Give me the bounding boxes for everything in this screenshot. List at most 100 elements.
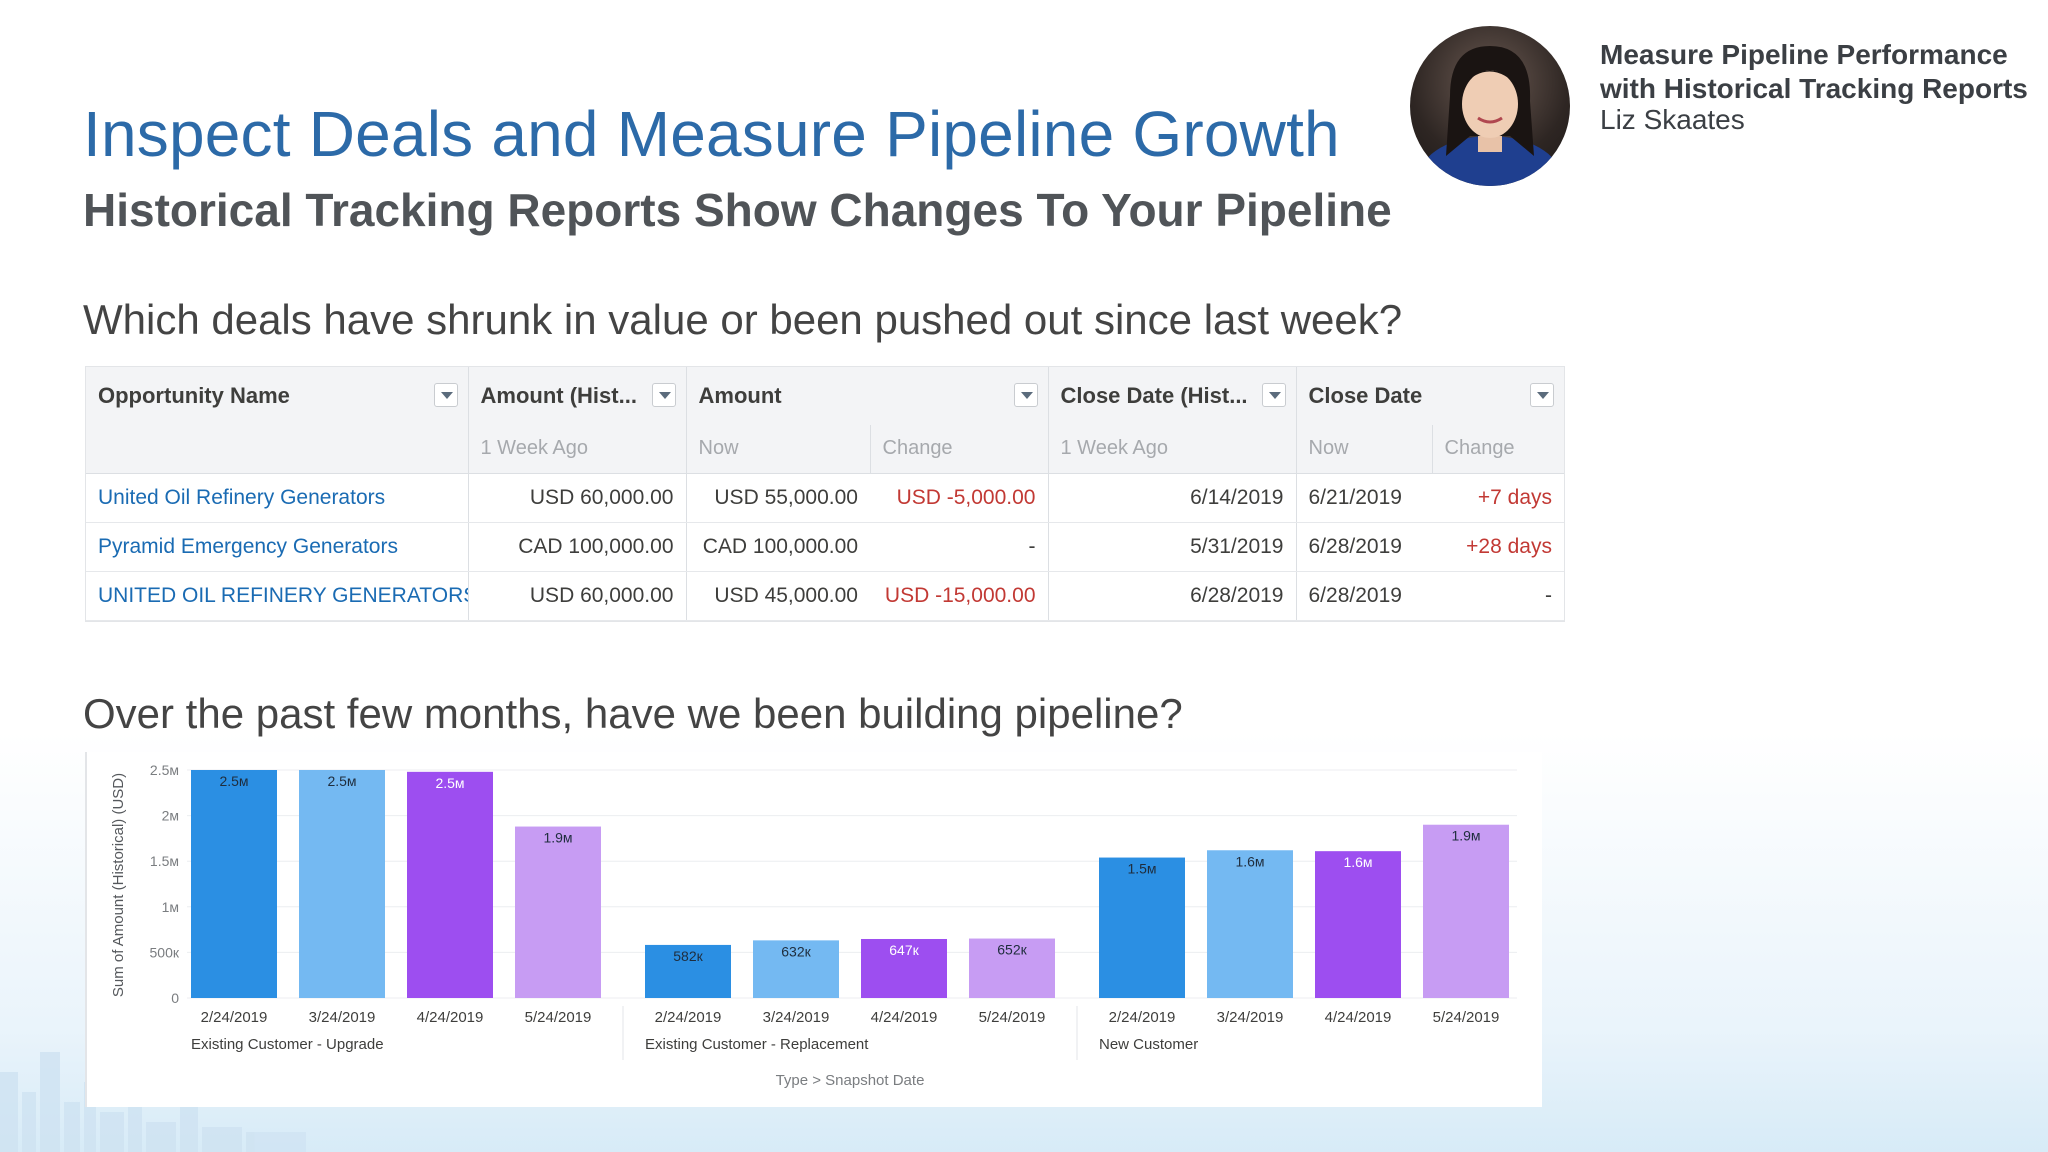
column-label: Amount (Hist... <box>480 383 637 408</box>
subheader-now: Now <box>685 425 870 474</box>
speaker-avatar <box>1410 26 1570 186</box>
table-row: United Oil Refinery Generators USD 60,00… <box>86 473 1564 523</box>
x-tick-label: 5/24/2019 <box>979 1009 1046 1026</box>
bar <box>299 770 385 998</box>
subheader-now: Now <box>1295 425 1432 474</box>
close-date-change-cell: +28 days <box>1432 522 1564 572</box>
y-tick-label: 1м <box>162 899 179 915</box>
bar-data-label: 2.5м <box>219 773 248 789</box>
page-subtitle: Historical Tracking Reports Show Changes… <box>83 184 1392 236</box>
y-tick-label: 1.5м <box>150 853 179 869</box>
bar <box>1315 851 1401 998</box>
bar <box>1099 857 1185 998</box>
bar <box>753 940 839 998</box>
historical-tracking-report-table: Opportunity Name Amount (Hist... Amount … <box>85 366 1565 622</box>
x-tick-label: 4/24/2019 <box>1325 1009 1392 1026</box>
x-tick-label: 2/24/2019 <box>655 1009 722 1026</box>
subheader-change: Change <box>869 425 1048 474</box>
close-date-now-cell: 6/28/2019 <box>1295 571 1432 621</box>
amount-now-cell: USD 45,000.00 <box>685 571 870 621</box>
close-date-historical-cell: 6/28/2019 <box>1047 571 1296 621</box>
close-date-change-cell: - <box>1432 571 1564 621</box>
y-tick-label: 2.5м <box>150 762 179 778</box>
bar <box>515 826 601 998</box>
subheader-change: Change <box>1431 425 1564 474</box>
column-menu-dropdown-icon[interactable] <box>651 383 676 407</box>
column-label: Amount <box>698 383 782 408</box>
amount-now-cell: CAD 100,000.00 <box>685 522 870 572</box>
bar-data-label: 582к <box>673 948 703 964</box>
bar <box>1423 824 1509 998</box>
bar-data-label: 647к <box>889 942 919 958</box>
speaker-name: Liz Skaates <box>1600 104 1745 135</box>
amount-change-cell: USD -5,000.00 <box>870 473 1048 523</box>
amount-now-cell: USD 55,000.00 <box>685 473 870 523</box>
bar-data-label: 1.6м <box>1343 854 1372 870</box>
bar <box>191 770 277 998</box>
column-menu-dropdown-icon[interactable] <box>1530 383 1554 407</box>
close-date-now-cell: 6/21/2019 <box>1295 473 1432 523</box>
column-menu-dropdown-icon[interactable] <box>433 383 458 407</box>
x-tick-label: 3/24/2019 <box>1217 1009 1284 1026</box>
amount-change-cell: USD -15,000.00 <box>870 571 1048 621</box>
x-tick-label: 4/24/2019 <box>871 1009 938 1026</box>
column-header-amount-historical[interactable]: Amount (Hist... <box>467 367 686 425</box>
bar-data-label: 652к <box>997 942 1027 958</box>
pipeline-question: Over the past few months, have we been b… <box>83 690 1183 737</box>
session-title: Measure Pipeline Performance with Histor… <box>1600 39 2028 104</box>
bar-data-label: 2.5м <box>435 775 464 791</box>
y-axis-label: Sum of Amount (Historical) (USD) <box>110 773 127 997</box>
amount-historical-cell: USD 60,000.00 <box>467 473 686 523</box>
x-tick-label: 2/24/2019 <box>201 1009 268 1026</box>
x-tick-label: 3/24/2019 <box>309 1009 376 1026</box>
opportunity-link[interactable]: United Oil Refinery Generators <box>86 473 468 523</box>
chart-canvas: 2.5м 2м 1.5м 1м 500к 0 Sum of Amount (Historic… <box>110 762 1517 1089</box>
bar <box>645 944 731 998</box>
group-label: Existing Customer - Replacement <box>645 1036 869 1053</box>
close-date-historical-cell: 6/14/2019 <box>1047 473 1296 523</box>
x-tick-label: 3/24/2019 <box>763 1009 830 1026</box>
column-header-close-date[interactable]: Close Date <box>1295 367 1564 425</box>
pipeline-bar-chart: 2.5м 2м 1.5м 1м 500к 0 Sum of Amount (Historic… <box>85 752 1542 1107</box>
amount-historical-cell: CAD 100,000.00 <box>467 522 686 572</box>
table-row: UNITED OIL REFINERY GENERATORS USD 60,00… <box>86 571 1564 621</box>
bar-data-label: 632к <box>781 943 811 959</box>
bar <box>407 771 493 998</box>
column-menu-dropdown-icon[interactable] <box>1013 383 1038 407</box>
bar <box>861 938 947 998</box>
x-tick-label: 5/24/2019 <box>525 1009 592 1026</box>
column-header-amount[interactable]: Amount <box>685 367 1048 425</box>
deals-question: Which deals have shrunk in value or been… <box>83 296 1403 343</box>
y-tick-label: 0 <box>171 990 179 1006</box>
group-label: Existing Customer - Upgrade <box>191 1036 384 1053</box>
column-label: Close Date <box>1308 383 1423 408</box>
bar <box>969 938 1055 998</box>
amount-change-cell: - <box>870 522 1048 572</box>
column-menu-dropdown-icon[interactable] <box>1261 383 1286 407</box>
subheader-1-week-ago: 1 Week Ago <box>467 425 686 474</box>
close-date-historical-cell: 5/31/2019 <box>1047 522 1296 572</box>
group-label: New Customer <box>1099 1036 1198 1053</box>
bar-data-label: 1.5м <box>1127 861 1156 877</box>
subheader-1-week-ago: 1 Week Ago <box>1047 425 1296 474</box>
amount-historical-cell: USD 60,000.00 <box>467 571 686 621</box>
page-title: Inspect Deals and Measure Pipeline Growt… <box>83 98 1340 170</box>
column-label: Opportunity Name <box>98 383 290 408</box>
x-tick-label: 5/24/2019 <box>1433 1009 1500 1026</box>
subheader-empty <box>86 425 468 474</box>
bar-data-label: 2.5м <box>327 773 356 789</box>
column-header-opportunity-name[interactable]: Opportunity Name <box>86 367 468 425</box>
x-tick-label: 4/24/2019 <box>417 1009 484 1026</box>
column-label: Close Date (Hist... <box>1060 383 1248 408</box>
bar-data-label: 1.9м <box>1451 828 1480 844</box>
table-row: Pyramid Emergency Generators CAD 100,000… <box>86 522 1564 572</box>
bar-data-label: 1.9м <box>543 830 572 846</box>
x-axis-label: Type > Snapshot Date <box>776 1072 925 1089</box>
opportunity-link[interactable]: Pyramid Emergency Generators <box>86 522 468 572</box>
close-date-now-cell: 6/28/2019 <box>1295 522 1432 572</box>
bar <box>1207 850 1293 998</box>
column-header-close-date-historical[interactable]: Close Date (Hist... <box>1047 367 1296 425</box>
opportunity-link[interactable]: UNITED OIL REFINERY GENERATORS <box>86 571 468 621</box>
speaker-photo-illustration <box>1420 46 1560 186</box>
y-tick-label: 500к <box>150 944 180 960</box>
